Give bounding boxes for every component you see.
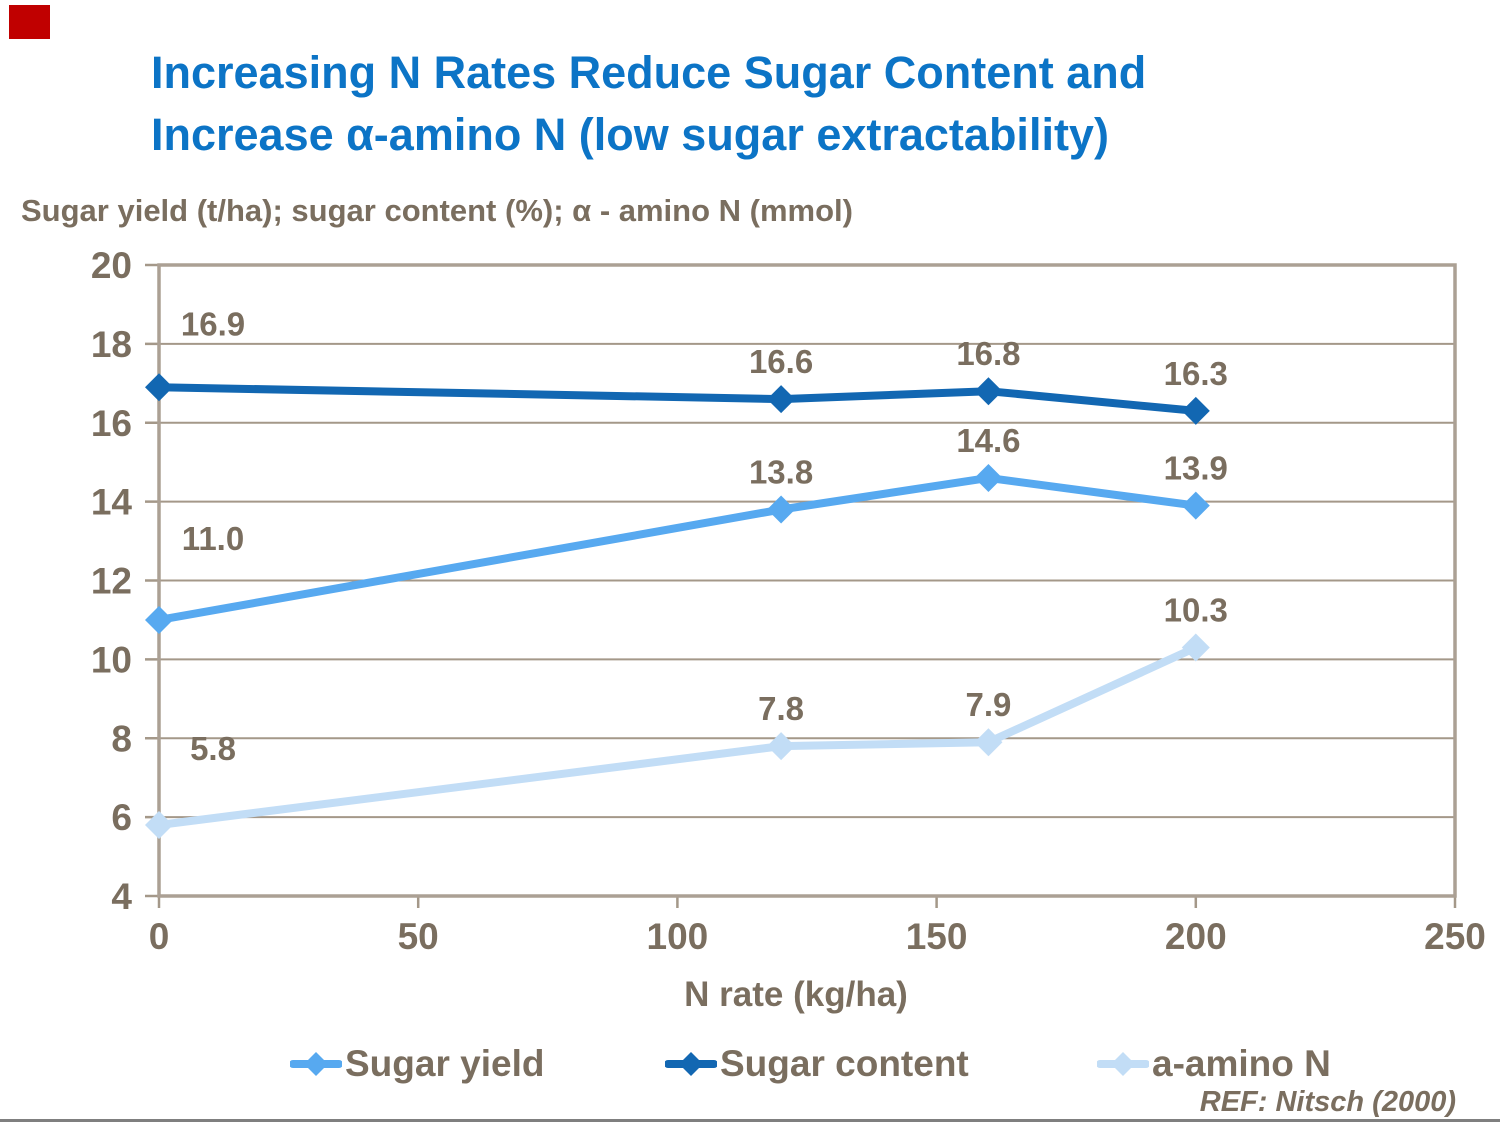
marker-sugar-content <box>767 385 796 414</box>
y-tick-label: 14 <box>91 482 133 523</box>
x-tick-label: 100 <box>647 916 709 957</box>
data-label-sugar-content: 16.9 <box>181 305 245 342</box>
title-line-2: Increase α-amino N (low sugar extractabi… <box>151 109 1109 160</box>
reference-note: REF: Nitsch (2000) <box>1199 1086 1456 1118</box>
chart-legend: Sugar yield Sugar content a-amino N <box>0 1040 1500 1088</box>
y-tick-label: 20 <box>91 245 132 286</box>
sugar-content-marker-icon <box>665 1052 717 1076</box>
data-label-sugar-yield: 14.6 <box>956 422 1020 459</box>
y-tick-label: 8 <box>111 718 132 759</box>
data-label-sugar-yield: 13.9 <box>1164 450 1228 487</box>
marker-sugar-yield <box>767 495 796 524</box>
y-tick-label: 16 <box>91 403 132 444</box>
legend-label: Sugar yield <box>345 1043 545 1084</box>
marker-a-amino-n <box>145 811 173 840</box>
marker-a-amino-n <box>1181 633 1210 662</box>
data-label-sugar-content: 16.3 <box>1164 355 1228 392</box>
data-label-a-amino-n: 7.9 <box>966 686 1012 723</box>
a-amino-n-marker-icon <box>1097 1052 1149 1076</box>
data-label-a-amino-n: 7.8 <box>758 690 804 727</box>
red-corner-marker <box>9 5 50 39</box>
sugar-yield-marker-icon <box>290 1052 342 1076</box>
series-line-sugar-yield <box>158 473 1197 624</box>
x-tick-label: 200 <box>1165 916 1227 957</box>
x-tick-label: 50 <box>398 916 439 957</box>
marker-sugar-yield <box>1181 491 1210 520</box>
y-tick-label: 4 <box>111 876 132 917</box>
legend-item-sugar-yield: Sugar yield <box>290 1040 544 1088</box>
data-label-sugar-content: 16.6 <box>749 343 813 380</box>
data-label-a-amino-n: 10.3 <box>1164 592 1228 629</box>
legend-item-a-amino-n: a-amino N <box>1097 1040 1331 1088</box>
marker-sugar-yield <box>974 463 1003 492</box>
marker-sugar-content <box>1181 396 1210 425</box>
series-line-a-amino-n <box>158 643 1198 829</box>
data-label-sugar-yield: 13.8 <box>749 454 813 491</box>
marker-sugar-content <box>974 377 1003 406</box>
y-tick-label: 6 <box>111 797 132 838</box>
y-tick-label: 10 <box>91 639 132 680</box>
bottom-divider-rule <box>0 1119 1500 1122</box>
marker-a-amino-n <box>974 728 1003 757</box>
chart-axis-caption: Sugar yield (t/ha); sugar content (%); α… <box>21 193 853 228</box>
marker-sugar-yield <box>145 605 173 634</box>
legend-item-sugar-content: Sugar content <box>665 1040 969 1088</box>
data-label-sugar-content: 16.8 <box>956 335 1020 372</box>
data-label-a-amino-n: 5.8 <box>190 730 236 767</box>
slide-title: Increasing N Rates Reduce Sugar Content … <box>151 42 1411 166</box>
data-label-sugar-yield: 11.0 <box>182 520 244 557</box>
y-tick-label: 12 <box>91 561 132 602</box>
x-tick-label: 0 <box>149 916 170 957</box>
marker-sugar-content <box>145 373 173 402</box>
x-axis-title: N rate (kg/ha) <box>684 975 908 1014</box>
x-tick-label: 150 <box>906 916 968 957</box>
series-line-sugar-content <box>158 383 1197 415</box>
title-line-1: Increasing N Rates Reduce Sugar Content … <box>151 47 1147 98</box>
x-tick-label: 250 <box>1424 916 1486 957</box>
legend-label: Sugar content <box>720 1043 969 1084</box>
marker-a-amino-n <box>767 732 796 761</box>
plot-border <box>157 263 1457 898</box>
y-tick-label: 18 <box>91 324 132 365</box>
legend-label: a-amino N <box>1152 1043 1331 1084</box>
